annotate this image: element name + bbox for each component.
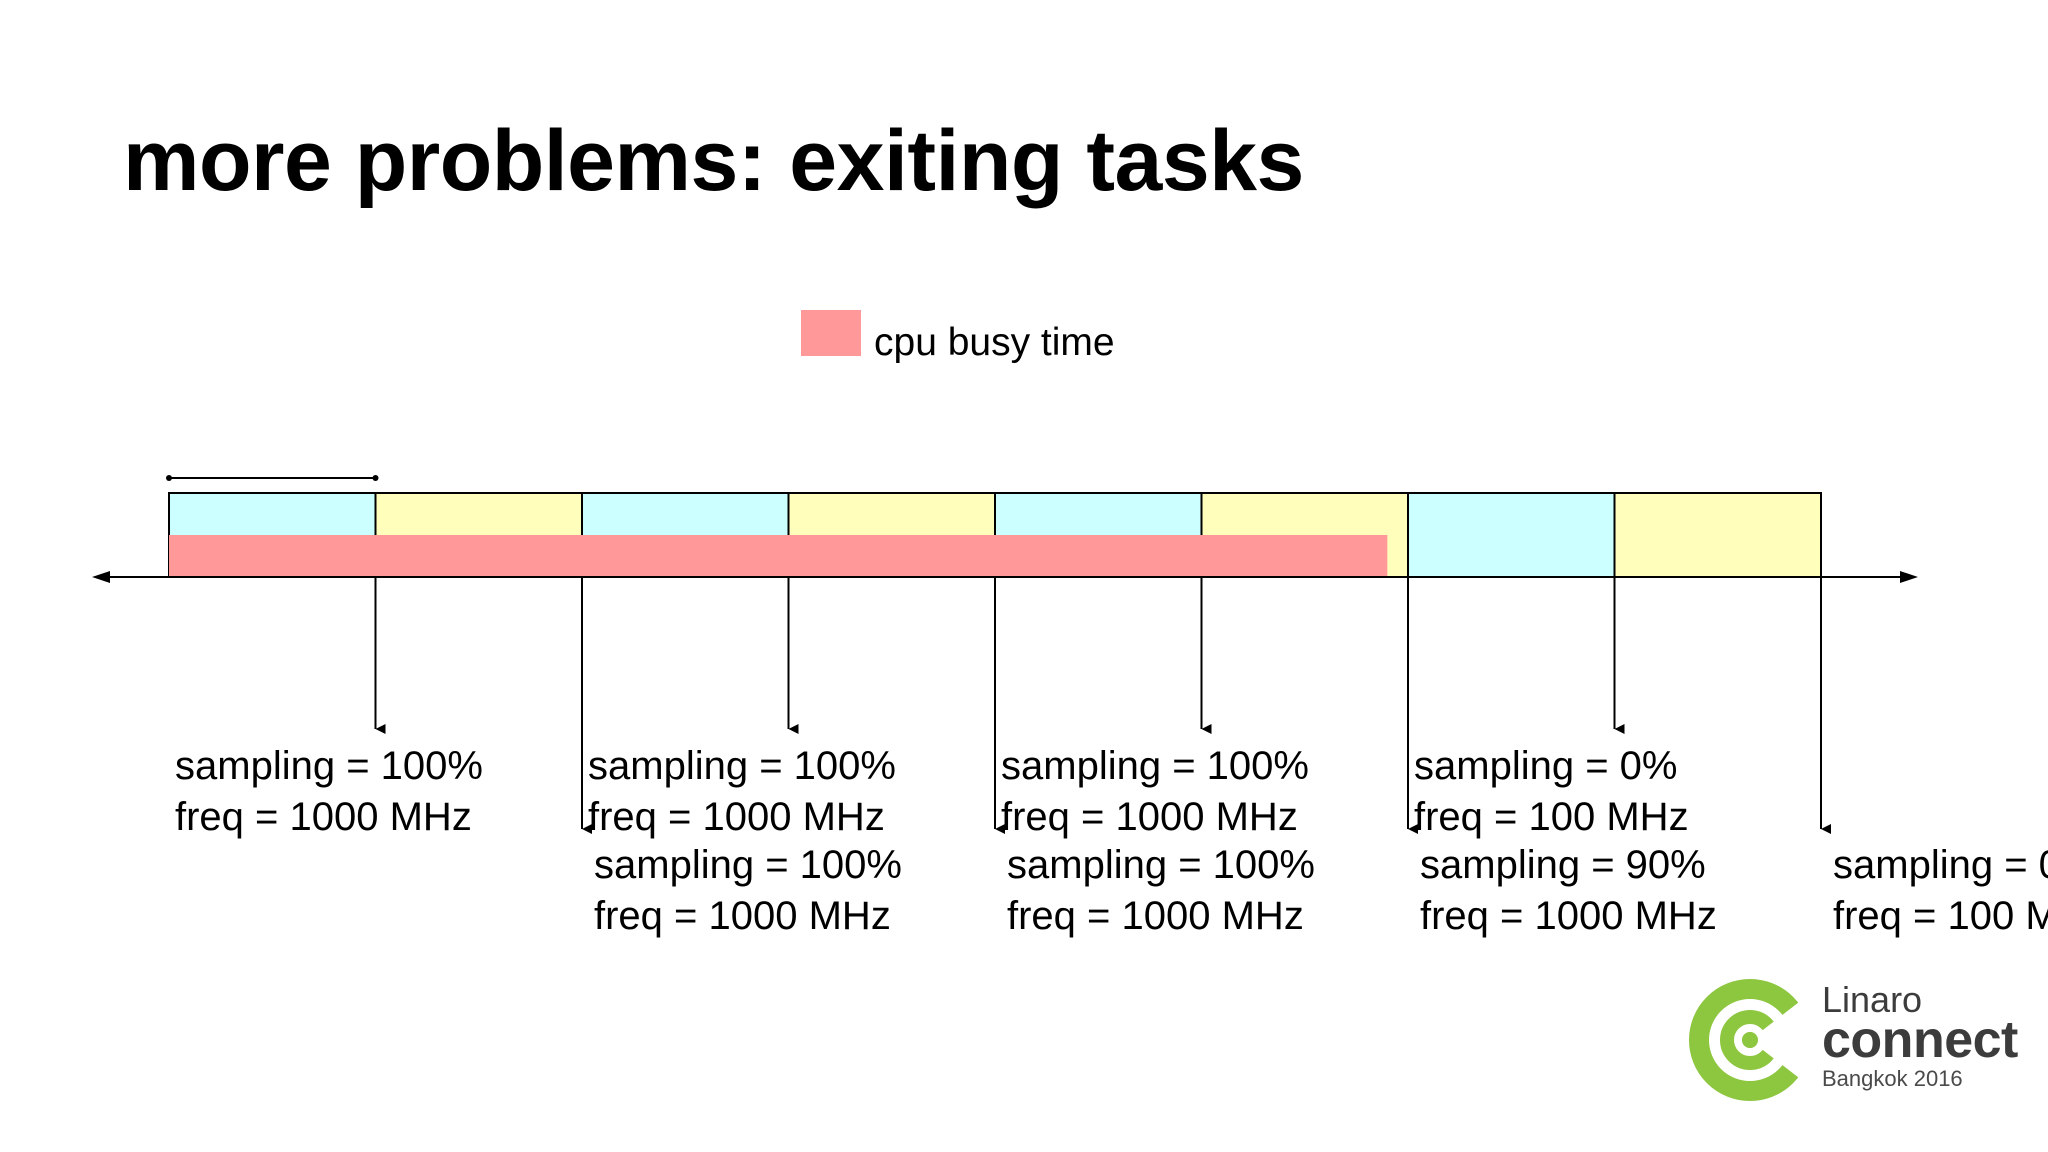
sample-sampling-value: sampling = 90%	[1420, 843, 1706, 887]
sample-sampling-value: sampling = 0%	[1833, 843, 2048, 887]
linaro-logo-icon	[1689, 979, 1812, 1101]
sample-label-4: sampling = 100% freq = 1000 MHz	[1007, 840, 1315, 942]
sample-freq-value: freq = 100 MHz	[1833, 894, 2048, 938]
sample-sampling-value: sampling = 100%	[175, 744, 483, 788]
interval-end-dot	[372, 475, 379, 481]
brand-name: Linaro	[1822, 979, 1923, 1020]
sample-label-3: sampling = 100% freq = 1000 MHz	[588, 741, 896, 843]
sample-label-1: sampling = 100% freq = 1000 MHz	[175, 741, 483, 843]
sample-label-2: sampling = 100% freq = 1000 MHz	[594, 840, 902, 942]
sample-label-5: sampling = 100% freq = 1000 MHz	[1001, 741, 1309, 843]
sample-freq-value: freq = 1000 MHz	[1007, 894, 1304, 938]
sample-label-7: sampling = 0% freq = 100 MHz	[1414, 741, 1689, 843]
sample-sampling-value: sampling = 100%	[1007, 843, 1315, 887]
brand-event: Bangkok 2016	[1822, 1066, 1963, 1091]
axis-arrow-right	[1900, 571, 1918, 583]
sample-freq-value: freq = 1000 MHz	[175, 795, 472, 839]
legend: cpu busy time	[801, 306, 1115, 362]
sample-freq-value: freq = 1000 MHz	[594, 894, 891, 938]
sample-freq-value: freq = 100 MHz	[1414, 795, 1689, 839]
brand-wordmark: Linaro connect Bangkok 2016	[1822, 982, 2018, 1090]
brand-product: connect	[1822, 1011, 2018, 1069]
sample-sampling-value: sampling = 100%	[588, 744, 896, 788]
sampling-window-7	[1407, 492, 1616, 578]
sample-freq-value: freq = 1000 MHz	[588, 795, 885, 839]
slide-title: more problems: exiting tasks	[123, 113, 1304, 209]
sample-sampling-value: sampling = 100%	[1001, 744, 1309, 788]
interval-end-dot	[166, 475, 172, 481]
sample-sampling-value: sampling = 100%	[594, 843, 902, 887]
sample-sampling-value: sampling = 0%	[1414, 744, 1678, 788]
cpu-busy-bar	[169, 535, 1388, 578]
sample-label-8: sampling = 0% freq = 100 MHz	[1833, 840, 2048, 942]
axis-arrow-left	[92, 571, 110, 583]
legend-swatch	[801, 310, 861, 356]
legend-label: cpu busy time	[874, 321, 1115, 364]
sample-label-6: sampling = 90% freq = 1000 MHz	[1420, 840, 1717, 942]
sampling-window-8	[1613, 492, 1822, 578]
sample-freq-value: freq = 1000 MHz	[1420, 894, 1717, 938]
sample-freq-value: freq = 1000 MHz	[1001, 795, 1298, 839]
